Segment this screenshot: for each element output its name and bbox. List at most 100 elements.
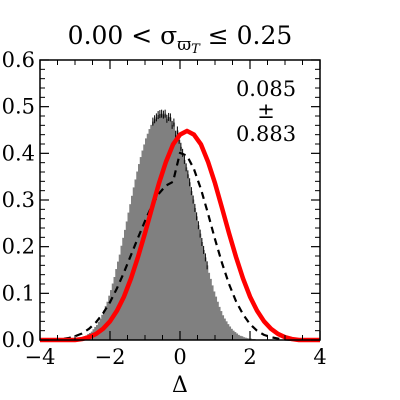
histogram-bar [225,321,228,340]
histogram-bar [239,335,242,340]
histogram-bar [166,118,169,340]
axis-ticks [39,59,321,341]
y-tick-label: 0.4 [2,141,35,165]
annotation-std: 0.883 [236,122,296,146]
histogram-bar [206,265,209,340]
histogram-bar [199,233,202,340]
histogram-bar [157,115,160,340]
histogram-bar [131,195,134,340]
histogram-bar [229,326,232,340]
histogram-bar [190,191,193,340]
y-tick-labels: 0.0 0.1 0.2 0.3 0.4 0.5 0.6 [2,48,35,352]
histogram-bar [234,332,237,340]
histogram-bar [122,237,125,340]
title-prefix: 0.00 < σ [68,21,178,50]
y-tick-label: 0.6 [2,48,35,72]
histogram-bar [124,229,127,340]
histogram-bar [108,295,111,340]
histogram-bar [208,272,211,340]
histogram-bar [223,318,226,340]
x-tick-labels: −4 −2 0 2 4 [25,345,327,369]
histogram-bar [111,283,114,340]
histogram-bar [181,152,184,340]
histogram-bar [230,328,233,340]
histogram-bar [125,221,128,340]
histogram-bar [218,306,221,340]
dashed-curve [40,151,320,342]
x-axis-label: Δ [172,373,188,398]
histogram-bar [187,174,190,340]
histogram-bar [246,338,249,340]
histogram-bar [117,261,120,340]
annotation-mean: 0.085 [236,77,296,101]
histogram-bar [145,138,148,340]
histogram-bars [75,109,263,341]
histogram-bar [183,159,186,340]
histogram-bar [227,324,230,340]
x-tick-label: 0 [173,345,186,369]
histogram-bar [232,330,235,340]
histogram-bar [237,334,240,340]
y-tick-label: 0.1 [2,281,35,305]
histogram-bar [171,124,174,340]
histogram-bar [153,119,156,341]
x-tick-label: −2 [95,345,126,369]
histogram-bar [152,121,155,340]
histogram-bar [220,311,223,340]
histogram-bar [148,129,151,340]
y-tick-label: 0.5 [2,95,35,119]
histogram-bar [216,301,219,340]
histogram-bar [169,117,172,341]
histogram-bar [244,337,247,340]
x-tick-label: 2 [243,345,256,369]
fit-curve [40,128,320,343]
histogram-bar [173,122,176,341]
histogram-bar [164,113,167,341]
y-tick-label: 0.2 [2,235,35,259]
histogram-bar [160,113,163,341]
title-subscript: ϖ [177,35,191,55]
histogram-bar [243,337,246,340]
histogram-bar [159,114,162,340]
histogram-bar [110,290,113,340]
histogram-bar [129,204,132,340]
title-subsubscript: T [191,42,201,57]
histogram-bar [213,291,216,340]
fit-curves [40,128,320,343]
y-tick-label: 0.0 [2,328,35,352]
histogram-bar [192,199,195,340]
histogram-bar [120,245,123,340]
histogram-bar [194,207,197,340]
histogram-bar [202,249,205,340]
histogram-bar [115,269,118,340]
histogram-bar [197,225,200,340]
histogram-bar [176,130,179,340]
x-tick-label: 4 [313,345,326,369]
histogram-bar [162,114,165,340]
annotation-plusminus: ± [257,99,275,123]
histogram-bar [188,182,191,340]
histogram-bar [180,146,183,340]
histogram-bar [178,139,181,340]
histogram-bar [113,277,116,340]
histogram-bar [195,216,198,340]
histogram-bar [209,278,212,340]
histogram-bar [127,212,130,340]
histogram-bar [204,257,207,340]
histogram-bar [211,285,214,340]
y-tick-label: 0.3 [2,188,35,212]
chart-title: 0.00 < σϖT ≤ 0.25 [68,21,293,57]
histogram-bar [118,254,121,340]
x-tick-label: −4 [25,345,56,369]
histogram-bar [174,134,177,340]
histogram-bar [167,116,170,340]
histogram-bar [155,117,158,341]
histogram-bar [146,133,149,340]
histogram-bar [185,167,188,340]
histogram-bar [215,296,218,340]
histogram-bar [241,336,244,340]
histogram-bar [236,333,239,340]
histogram-bar [150,124,153,340]
histogram-bar [222,315,225,340]
